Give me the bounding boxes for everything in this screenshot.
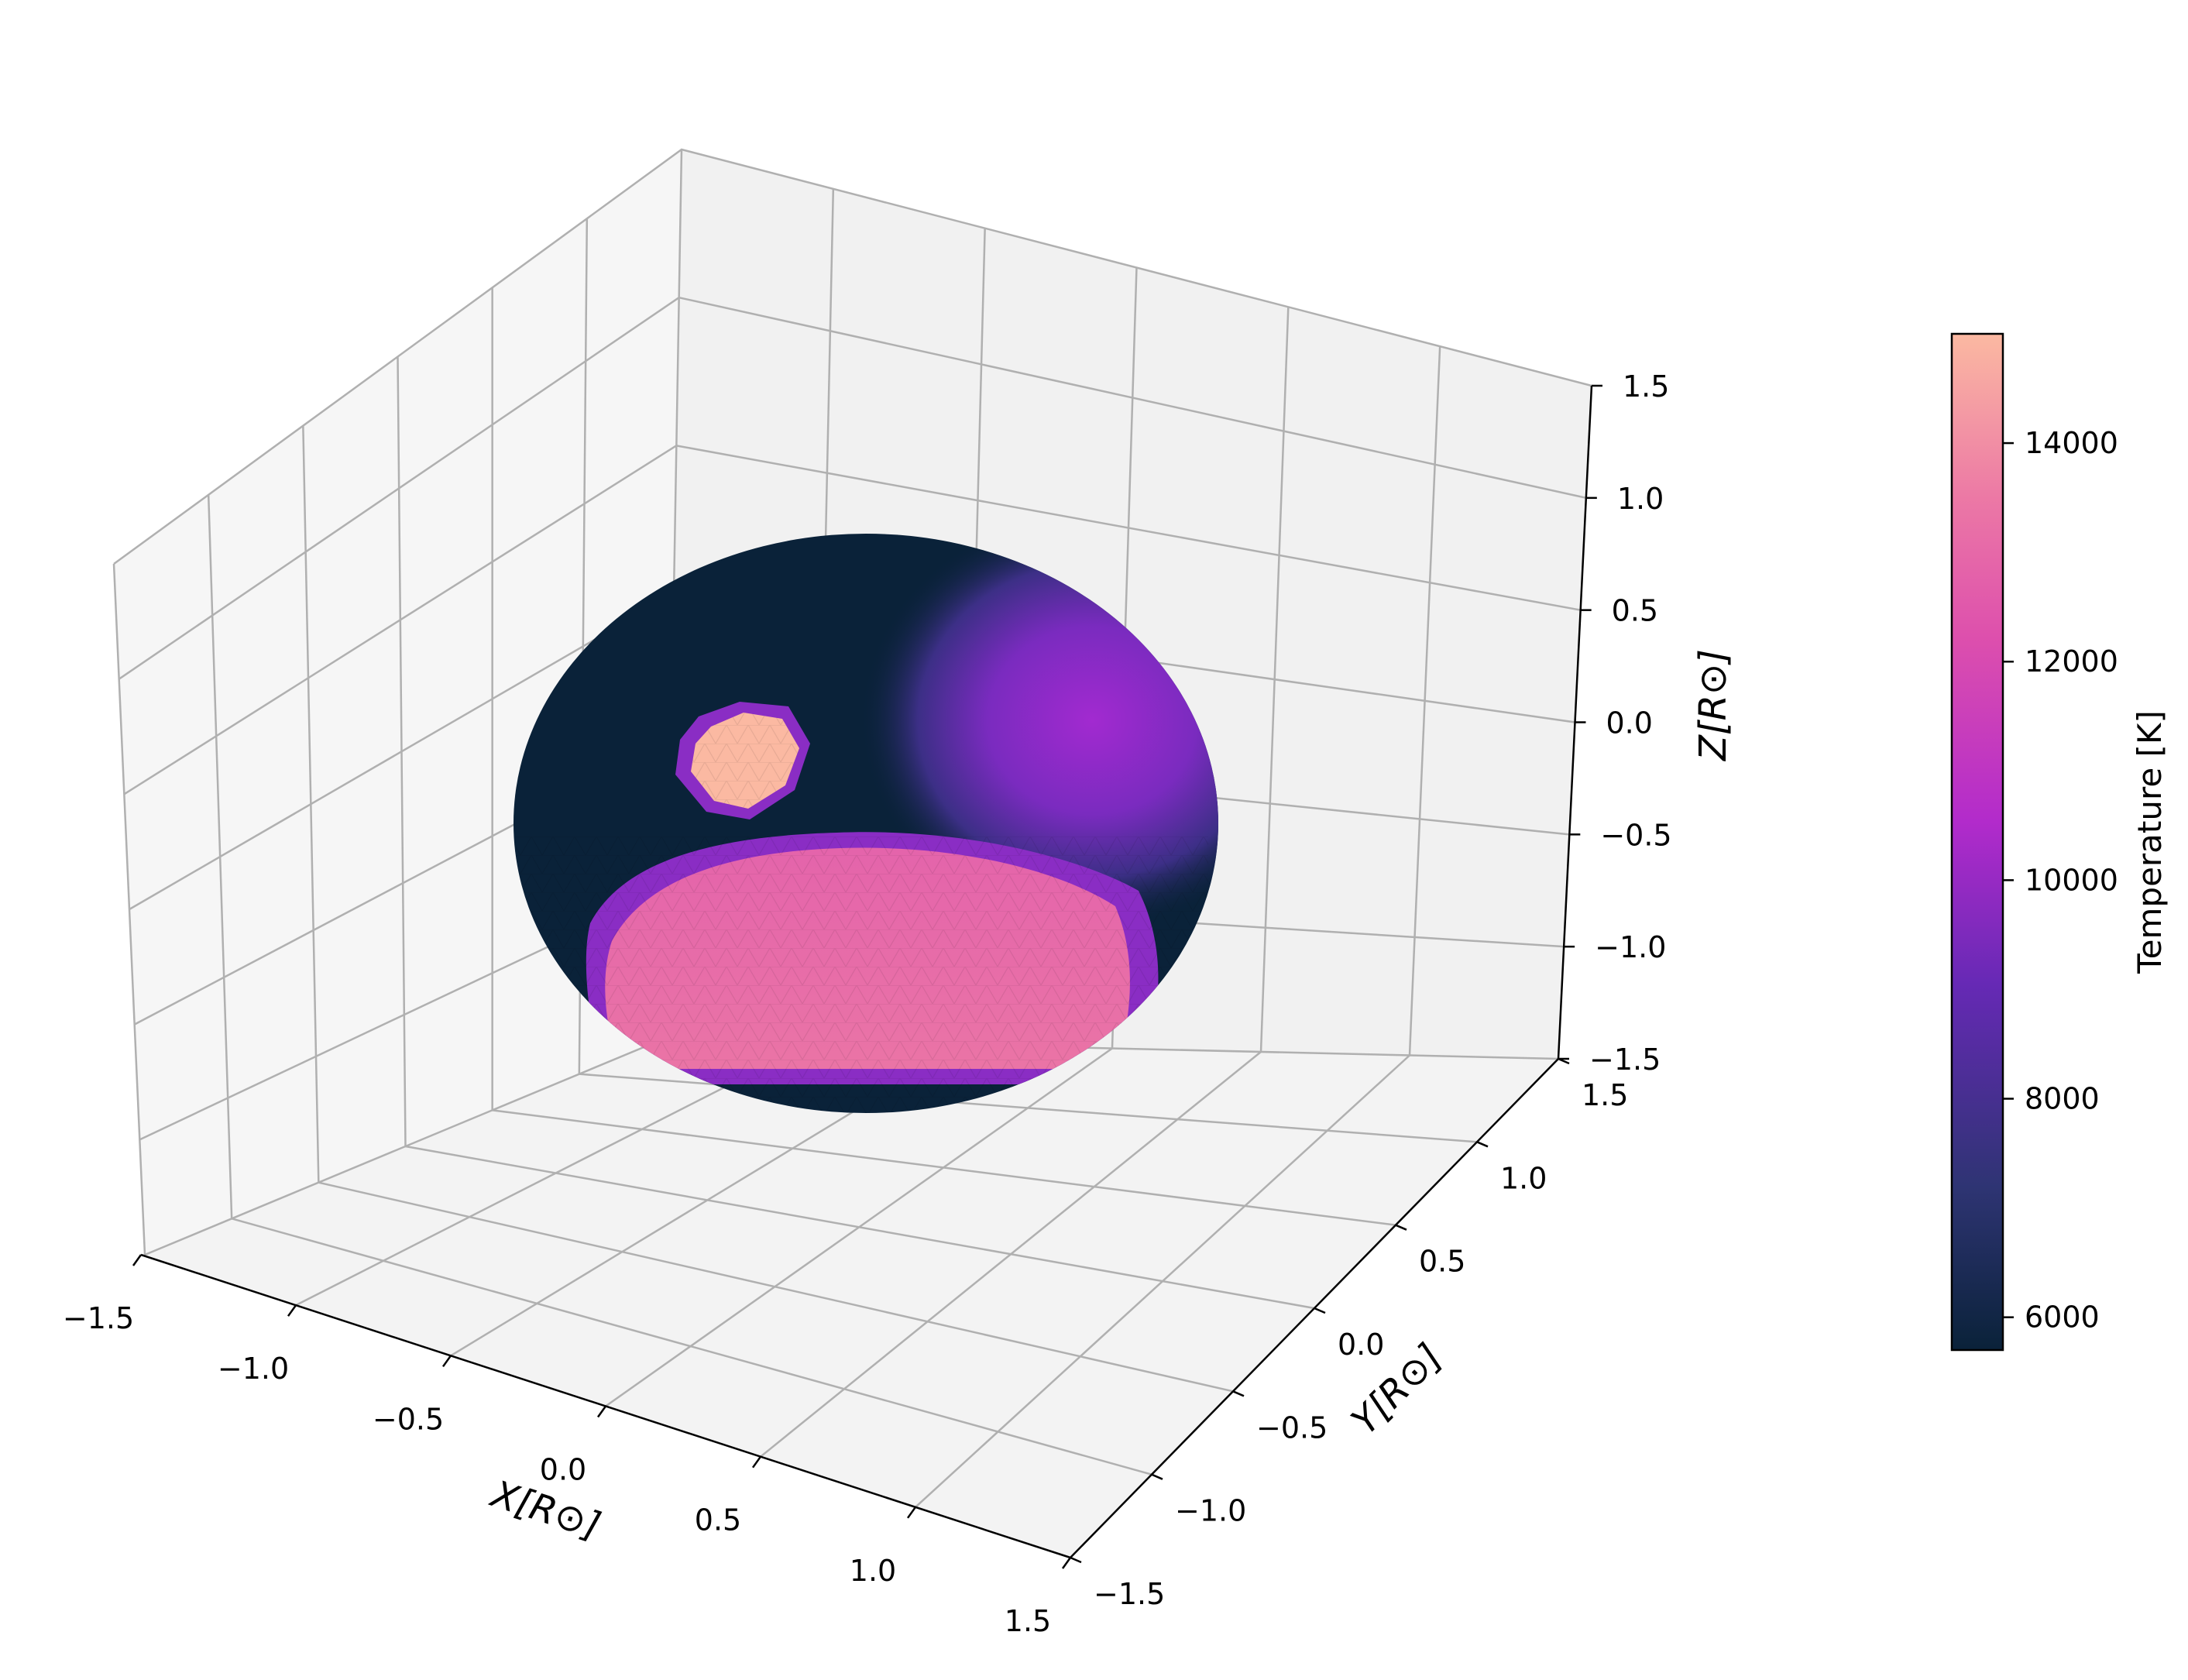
y-tick [1314, 1307, 1326, 1314]
x-tick-label: 1.0 [850, 1554, 896, 1588]
colorbar-tick-label: 10000 [2025, 863, 2118, 897]
y-tick-label: −0.5 [1256, 1410, 1328, 1445]
colorbar-label: Temperature [K] [2131, 710, 2169, 974]
x-tick-label: −1.0 [218, 1352, 289, 1386]
x-tick [287, 1304, 297, 1317]
y-tick-label: 0.0 [1338, 1328, 1384, 1362]
y-tick [1476, 1141, 1489, 1148]
colorbar: 6000 8000 10000 12000 14000 Temperature [K] [1950, 332, 2169, 1352]
y-tick-label: 1.5 [1582, 1078, 1628, 1112]
z-tick-label: −0.5 [1600, 818, 1671, 852]
y-tick-label: 1.0 [1500, 1161, 1547, 1195]
z-axis-label: Z[R⊙] [1692, 649, 1735, 762]
z-tick-label: −1.0 [1595, 930, 1666, 964]
y-tick [1232, 1390, 1245, 1397]
y-tick [1070, 1556, 1082, 1564]
star-sphere [514, 534, 1218, 1113]
y-tick-label: −1.0 [1175, 1494, 1246, 1528]
z-grid-line [678, 296, 1587, 500]
colorbar-tick-label: 12000 [2025, 644, 2118, 679]
colorbar-tick-label: 14000 [2025, 426, 2118, 460]
x-tick [1061, 1557, 1072, 1569]
x-tick [132, 1254, 143, 1266]
y-tick [1558, 1057, 1570, 1065]
colorbar-ticks: 6000 8000 10000 12000 14000 [2003, 426, 2118, 1335]
y-tick [1151, 1473, 1163, 1480]
z-tick-label: 0.5 [1612, 594, 1658, 628]
x-tick [441, 1355, 452, 1368]
z-grid-line-left [118, 297, 680, 680]
x-tick-label: −1.5 [63, 1301, 134, 1335]
colorbar-tick-label: 6000 [2025, 1300, 2100, 1335]
y-tick [1395, 1224, 1407, 1231]
floor-pane [145, 1038, 1558, 1558]
x-tick-label: 1.5 [1005, 1604, 1051, 1638]
y-tick-label: −1.5 [1094, 1577, 1165, 1611]
axis-ticks [132, 384, 1602, 1569]
small-hot-spot [675, 702, 810, 819]
colorbar-tick-label: 8000 [2025, 1082, 2100, 1116]
x-tick-label: 0.5 [695, 1503, 741, 1537]
axis-tick-labels: −1.5 −1.5 −1.5 −1.0 −1.0 −1.0 −0.5 −0.5 −0.5 0.0 0… [63, 369, 1672, 1638]
x-tick [751, 1455, 762, 1469]
colorbar-gradient [1950, 332, 2004, 1352]
x-tick [906, 1507, 917, 1519]
x-tick-label: 0.0 [540, 1453, 586, 1487]
z-tick-label: −1.5 [1589, 1043, 1661, 1077]
y-tick-label: 0.5 [1419, 1245, 1465, 1279]
x-tick [596, 1405, 607, 1418]
z-tick-label: 0.0 [1606, 706, 1653, 740]
x-tick-label: −0.5 [373, 1402, 444, 1436]
left-pane [114, 149, 682, 1255]
z-tick-label: 1.0 [1617, 482, 1664, 516]
z-tick-label: 1.5 [1623, 369, 1669, 404]
